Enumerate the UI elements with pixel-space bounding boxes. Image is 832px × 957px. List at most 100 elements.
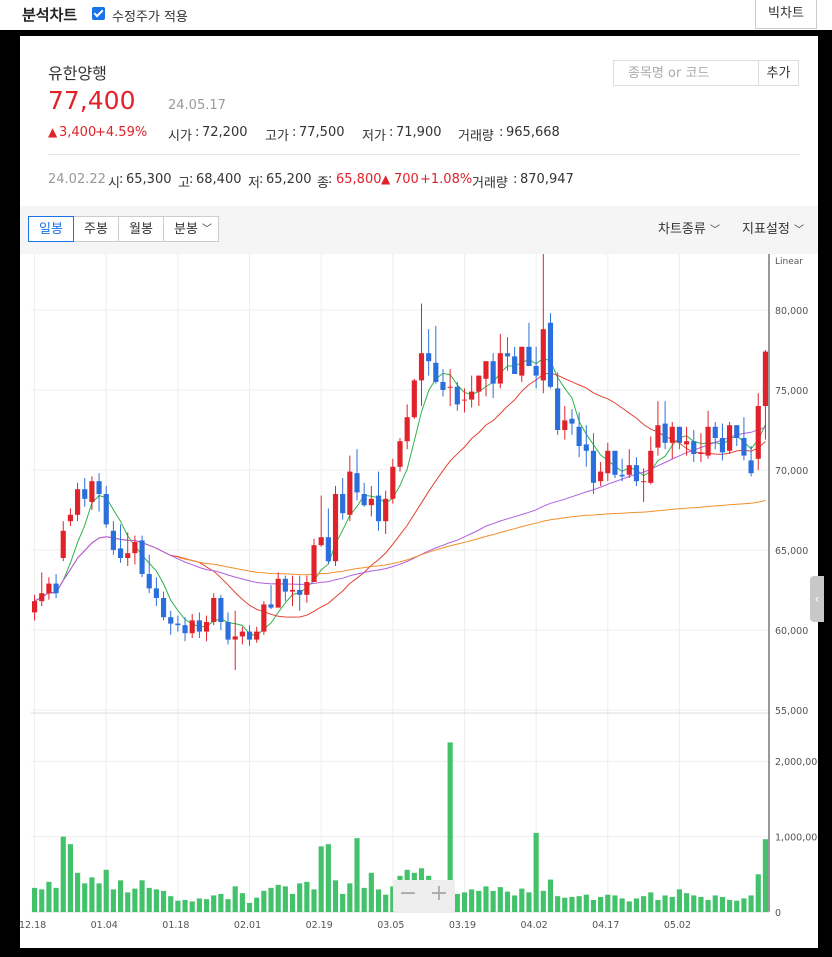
adjusted-price-checkbox[interactable]	[92, 7, 105, 20]
volume-bar	[67, 844, 73, 912]
candle-body	[662, 423, 668, 443]
tab-weekly[interactable]: 주봉	[73, 216, 119, 242]
candle-body	[89, 481, 95, 502]
candle-body	[254, 631, 260, 640]
hover-low-value: 65,200	[266, 172, 312, 187]
date-tick-label: 03.05	[377, 920, 404, 931]
candle-body	[282, 578, 288, 592]
candle-body	[576, 426, 582, 446]
chart-area[interactable]: Linear 80,000 75,000 70,000 65,000 60,000 55,0…	[20, 254, 818, 948]
candle-body	[168, 617, 174, 624]
volume-bar	[225, 899, 231, 912]
volume-bar	[125, 892, 131, 912]
add-stock-button[interactable]: 추가	[759, 60, 799, 86]
candle-body	[569, 418, 575, 424]
tab-minute[interactable]: 분봉 ﹀	[163, 216, 219, 242]
candle-body	[82, 489, 88, 499]
volume-bar	[755, 874, 761, 912]
candle-body	[504, 353, 511, 357]
moving-average-ma5	[34, 357, 766, 637]
candle-body	[626, 465, 632, 475]
candle-body	[261, 604, 267, 632]
volume-bar	[318, 846, 324, 912]
candle-body	[268, 604, 274, 608]
candle-body	[125, 553, 131, 558]
zoom-control: − +	[393, 880, 455, 912]
date-tick-label: 02.19	[306, 920, 333, 931]
candle-body	[246, 631, 253, 640]
tab-daily[interactable]: 일봉	[28, 216, 74, 242]
volume-bar	[562, 897, 568, 912]
hover-high-value: 68,400	[196, 172, 242, 187]
indicator-settings-dropdown[interactable]: 지표설정 ﹀	[742, 218, 804, 237]
date-tick-label: 03.19	[449, 920, 476, 931]
volume-tick-label: 2,000,000	[775, 757, 818, 768]
candle-body	[533, 366, 539, 376]
candle-body	[698, 452, 704, 454]
volume-bar	[390, 886, 396, 912]
volume-bar	[254, 897, 260, 912]
candle-body	[454, 386, 460, 405]
price-date: 24.05.17	[168, 98, 226, 113]
chart-type-dropdown[interactable]: 차트종류 ﹀	[658, 218, 720, 237]
candle-body	[368, 498, 374, 506]
candle-body	[562, 420, 568, 430]
chart-panel: 유한양행 77,400 24.05.17 ▲ 3,400 +4.59% 시가 :…	[20, 36, 818, 948]
candle-body	[275, 578, 281, 608]
volume-bar	[189, 901, 195, 912]
low-colon: :	[389, 125, 394, 140]
zoom-in-button[interactable]: +	[429, 881, 449, 906]
candle-body	[426, 353, 432, 362]
volume-bar	[633, 898, 640, 912]
volume-bar	[727, 899, 733, 912]
price-volume-chart[interactable]: Linear 80,000 75,000 70,000 65,000 60,000 55,0…	[20, 254, 818, 948]
volume-bar	[540, 890, 546, 912]
big-chart-button[interactable]: 빅차트	[755, 0, 817, 29]
volume-colon: :	[499, 125, 504, 140]
volume-bar	[117, 880, 124, 912]
candle-body	[583, 444, 589, 451]
candle-body	[490, 361, 496, 384]
candle-body	[32, 601, 38, 613]
price-tick-label: 70,000	[775, 466, 808, 477]
app-title: 분석차트	[22, 6, 78, 24]
zoom-out-button[interactable]: −	[398, 881, 418, 906]
candle-body	[383, 498, 389, 522]
candle-body	[239, 631, 245, 637]
hover-change: 700	[394, 172, 419, 187]
hover-open-colon: :	[119, 172, 124, 187]
volume-bar	[461, 892, 468, 912]
hover-volume-value: 870,947	[520, 172, 574, 187]
candle-body	[469, 391, 475, 400]
volume-tick-label: 1,000,000	[775, 833, 818, 844]
tab-monthly[interactable]: 월봉	[118, 216, 164, 242]
scale-mode-label: Linear	[775, 257, 803, 267]
candle-body	[182, 625, 188, 634]
volume-bar	[89, 877, 95, 912]
moving-average-ma20	[34, 372, 766, 618]
volume-bar	[698, 896, 704, 912]
candle-body	[53, 583, 59, 594]
stock-search-input[interactable]: 종목명 or 코드	[613, 60, 759, 86]
price-change: 3,400	[59, 125, 97, 140]
volume-bar	[490, 890, 496, 912]
candle-body	[39, 593, 45, 602]
moving-average-ma120	[177, 500, 766, 576]
candle-body	[354, 473, 360, 493]
up-arrow-icon: ▲	[48, 125, 58, 139]
candle-body	[375, 495, 382, 522]
side-panel-toggle[interactable]: ‹	[810, 576, 824, 622]
date-tick-label: 02.01	[234, 920, 261, 931]
candle-body	[189, 620, 195, 634]
volume-bar	[297, 883, 303, 912]
hover-volume-label: 거래량	[472, 176, 508, 191]
candle-body	[67, 514, 73, 522]
volume-bar	[655, 899, 661, 912]
volume-bar	[74, 872, 81, 912]
candle-body	[691, 441, 697, 454]
candle-body	[605, 450, 611, 474]
candle-body	[175, 623, 181, 626]
candle-body	[404, 417, 410, 442]
adjusted-price-label[interactable]: 수정주가 적용	[112, 10, 188, 25]
